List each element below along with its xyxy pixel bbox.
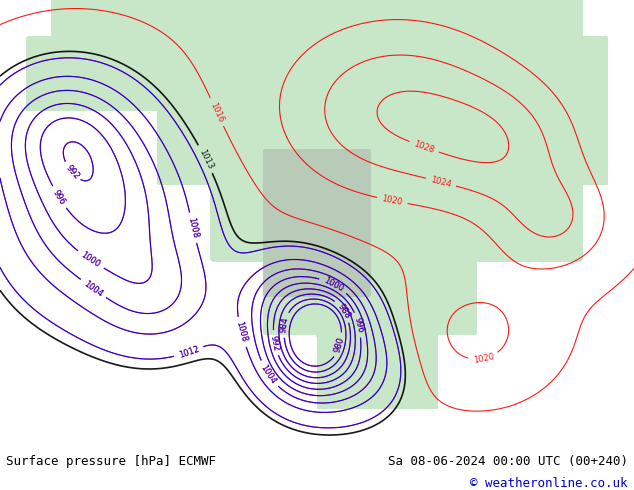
Text: 1012: 1012 xyxy=(178,344,200,360)
Text: 1028: 1028 xyxy=(413,139,436,155)
Text: Surface pressure [hPa] ECMWF: Surface pressure [hPa] ECMWF xyxy=(6,455,216,468)
Text: 1008: 1008 xyxy=(186,217,200,239)
Text: 1004: 1004 xyxy=(259,363,278,386)
Text: 1004: 1004 xyxy=(82,279,105,298)
Text: 996: 996 xyxy=(353,316,365,334)
Text: 1000: 1000 xyxy=(322,276,345,294)
Text: 988: 988 xyxy=(335,302,352,320)
Text: 992: 992 xyxy=(63,164,81,181)
Text: 996: 996 xyxy=(51,188,67,206)
Text: 1020: 1020 xyxy=(472,352,495,365)
Text: 1020: 1020 xyxy=(381,194,403,207)
Text: Sa 08-06-2024 00:00 UTC (00+240): Sa 08-06-2024 00:00 UTC (00+240) xyxy=(387,455,628,468)
Text: 1000: 1000 xyxy=(79,250,102,270)
Text: 992: 992 xyxy=(269,334,281,351)
Text: 984: 984 xyxy=(279,317,290,334)
Text: 1000: 1000 xyxy=(79,250,102,270)
Text: 992: 992 xyxy=(63,164,81,181)
Text: 988: 988 xyxy=(335,302,352,320)
Text: 1013: 1013 xyxy=(197,147,214,171)
Text: 980: 980 xyxy=(333,336,346,354)
Text: 984: 984 xyxy=(279,317,290,334)
Text: 980: 980 xyxy=(333,336,346,354)
Text: 1008: 1008 xyxy=(186,217,200,239)
Text: 1016: 1016 xyxy=(209,100,225,123)
Text: 1004: 1004 xyxy=(259,363,278,386)
Text: 1012: 1012 xyxy=(178,344,200,360)
Text: 1024: 1024 xyxy=(430,175,452,189)
Text: 1008: 1008 xyxy=(235,320,249,343)
Text: 1004: 1004 xyxy=(82,279,105,298)
Text: 1008: 1008 xyxy=(235,320,249,343)
Text: 996: 996 xyxy=(51,188,67,206)
Text: 1000: 1000 xyxy=(322,276,345,294)
Text: 992: 992 xyxy=(269,334,281,351)
Text: 996: 996 xyxy=(353,316,365,334)
Text: © weatheronline.co.uk: © weatheronline.co.uk xyxy=(470,477,628,490)
